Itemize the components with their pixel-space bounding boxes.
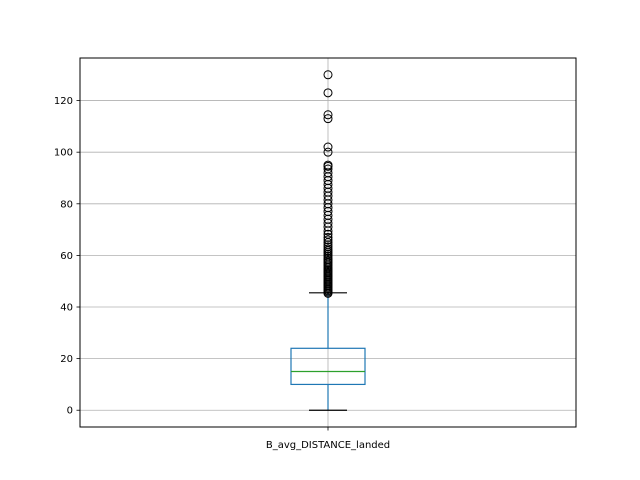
outlier-point	[323, 160, 333, 170]
y-tick-label: 100	[54, 148, 73, 159]
y-ticks: 0 20 40 60 80 100 120	[54, 96, 80, 417]
y-tick-label: 0	[67, 406, 73, 417]
outlier-point	[323, 240, 333, 250]
outlier-point	[323, 229, 333, 239]
outliers	[323, 70, 333, 298]
y-tick-label: 120	[54, 96, 73, 107]
y-tick-label: 80	[60, 199, 73, 210]
outlier-point	[323, 244, 333, 254]
x-tick-label: B_avg_DISTANCE_landed	[266, 440, 390, 451]
y-tick-label: 20	[60, 354, 73, 365]
x-ticks: B_avg_DISTANCE_landed	[266, 427, 390, 451]
outlier-point	[323, 142, 333, 152]
plot-frame	[79, 57, 577, 428]
y-tick-label: 60	[60, 251, 73, 262]
y-tick-label: 40	[60, 303, 73, 314]
outlier-point	[323, 232, 333, 242]
outlier-point	[323, 88, 333, 98]
outlier-point	[323, 114, 333, 124]
outlier-point	[323, 110, 333, 120]
outlier-point	[323, 235, 333, 245]
outlier-point	[323, 70, 333, 80]
boxplot	[290, 292, 366, 411]
outlier-point	[323, 242, 333, 252]
outlier-point	[323, 147, 333, 157]
iqr-box	[290, 347, 366, 386]
outlier-point	[323, 164, 333, 174]
